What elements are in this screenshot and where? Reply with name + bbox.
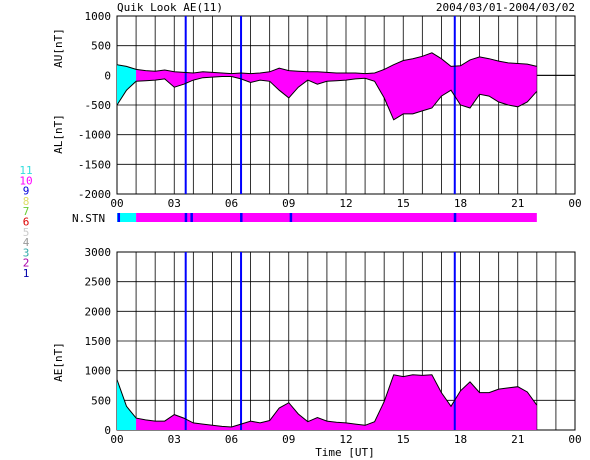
legend-station-5: 5 <box>23 226 30 239</box>
x-tick-label: 15 <box>397 197 410 210</box>
y-tick-label: -1000 <box>78 129 111 142</box>
x-tick-label: 21 <box>511 433 524 446</box>
x-tick-label: 00 <box>110 197 123 210</box>
x-tick-label: 09 <box>282 197 295 210</box>
x-tick-label: 03 <box>168 433 181 446</box>
x-tick-label: 00 <box>110 433 123 446</box>
chart-header: Quik Look AE(11) 2004/03/01-2004/03/02 <box>117 1 575 14</box>
station-segment <box>136 213 537 222</box>
station-marker <box>289 213 293 222</box>
data-area <box>117 52 537 120</box>
station-count-bar <box>117 213 537 222</box>
legend-station-11: 11 <box>19 164 32 177</box>
data-area-start <box>117 64 137 105</box>
x-tick-label: 18 <box>454 197 467 210</box>
y-tick-label: 500 <box>91 394 111 407</box>
au-line <box>117 52 537 75</box>
y-tick-label: 500 <box>91 40 111 53</box>
data-area <box>117 374 537 430</box>
data-group <box>117 16 537 194</box>
station-marker <box>117 213 121 222</box>
x-tick-label: 03 <box>168 197 181 210</box>
x-axis-label: Time [UT] <box>315 446 375 459</box>
y-tick-label: 1000 <box>85 365 112 378</box>
y-tick-label: 0 <box>104 424 111 437</box>
y-tick-label: 3000 <box>85 246 112 259</box>
date-range: 2004/03/01-2004/03/02 <box>436 1 575 14</box>
x-tick-label: 21 <box>511 197 524 210</box>
y-tick-label: 1000 <box>85 10 112 23</box>
data-area-start <box>117 379 137 430</box>
legend-station-7: 7 <box>23 205 30 218</box>
y-tick-label: 0 <box>104 69 111 82</box>
au-axis-label: AU[nT] <box>52 28 65 68</box>
legend-station-4: 4 <box>23 236 30 249</box>
x-tick-label: 00 <box>568 433 581 446</box>
x-tick-label: 06 <box>225 197 238 210</box>
legend-station-9: 9 <box>23 185 30 198</box>
x-tick-label: 12 <box>339 197 352 210</box>
x-tick-label: 18 <box>454 433 467 446</box>
x-tick-label: 09 <box>282 433 295 446</box>
al-axis-label: AL[nT] <box>52 114 65 154</box>
x-tick-label: 12 <box>339 433 352 446</box>
ae-axis-label: AE[nT] <box>52 342 65 382</box>
legend-station-6: 6 <box>23 216 30 229</box>
y-tick-label: -2000 <box>78 188 111 201</box>
data-group <box>117 252 537 430</box>
station-marker <box>190 213 193 222</box>
ae-line <box>117 374 537 428</box>
station-segment <box>117 213 137 222</box>
y-tick-label: 1500 <box>85 335 112 348</box>
al-line <box>117 76 537 121</box>
station-marker <box>240 213 243 222</box>
legend-station-3: 3 <box>23 246 30 259</box>
station-marker <box>453 213 457 222</box>
y-tick-label: 2000 <box>85 305 112 318</box>
station-marker <box>184 213 188 222</box>
legend-station-8: 8 <box>23 195 30 208</box>
legend-station-2: 2 <box>23 257 30 270</box>
x-tick-label: 00 <box>568 197 581 210</box>
legend-station-1: 1 <box>23 267 30 280</box>
legend-station-10: 10 <box>19 174 32 187</box>
y-tick-label: -500 <box>85 99 112 112</box>
y-tick-label: -1500 <box>78 158 111 171</box>
chart-title: Quik Look AE(11) <box>117 1 223 14</box>
x-tick-label: 15 <box>397 433 410 446</box>
y-tick-label: 2500 <box>85 276 112 289</box>
x-tick-label: 06 <box>225 433 238 446</box>
station-label: N.STN <box>72 212 105 225</box>
